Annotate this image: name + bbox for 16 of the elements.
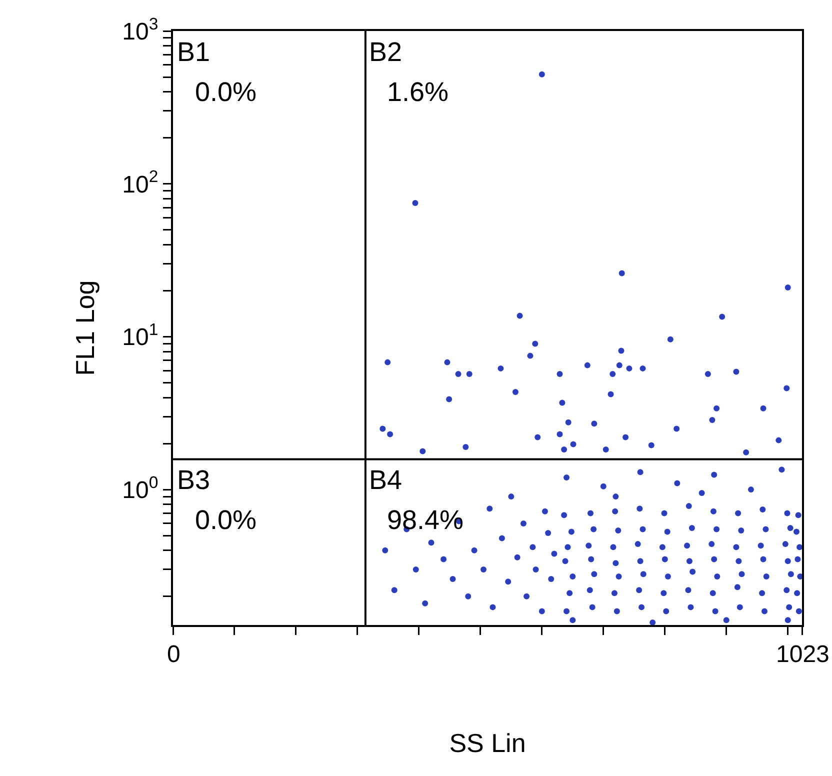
annotation: 1.6%	[387, 77, 449, 107]
x-tick-label: 0	[167, 641, 180, 668]
annotation: B2	[369, 37, 402, 67]
y-axis-title: FL1 Log	[70, 280, 100, 376]
annotation: 98.4%	[387, 505, 464, 535]
x-axis-title: SS Lin	[449, 728, 526, 758]
y-tick-label: 10$^{0}$	[122, 472, 158, 504]
annotation: B1	[177, 37, 210, 67]
y-tick-label: 10$^{1}$	[122, 320, 158, 352]
annotation: 0.0%	[195, 77, 257, 107]
x-tick-label: 1023	[776, 641, 830, 668]
annotation: 0.0%	[195, 505, 257, 535]
y-tick-label: 10$^{3}$	[122, 14, 158, 46]
annotation: B3	[177, 465, 210, 495]
y-tick-label: 10$^{2}$	[122, 167, 158, 198]
annotation: B4	[369, 465, 402, 495]
